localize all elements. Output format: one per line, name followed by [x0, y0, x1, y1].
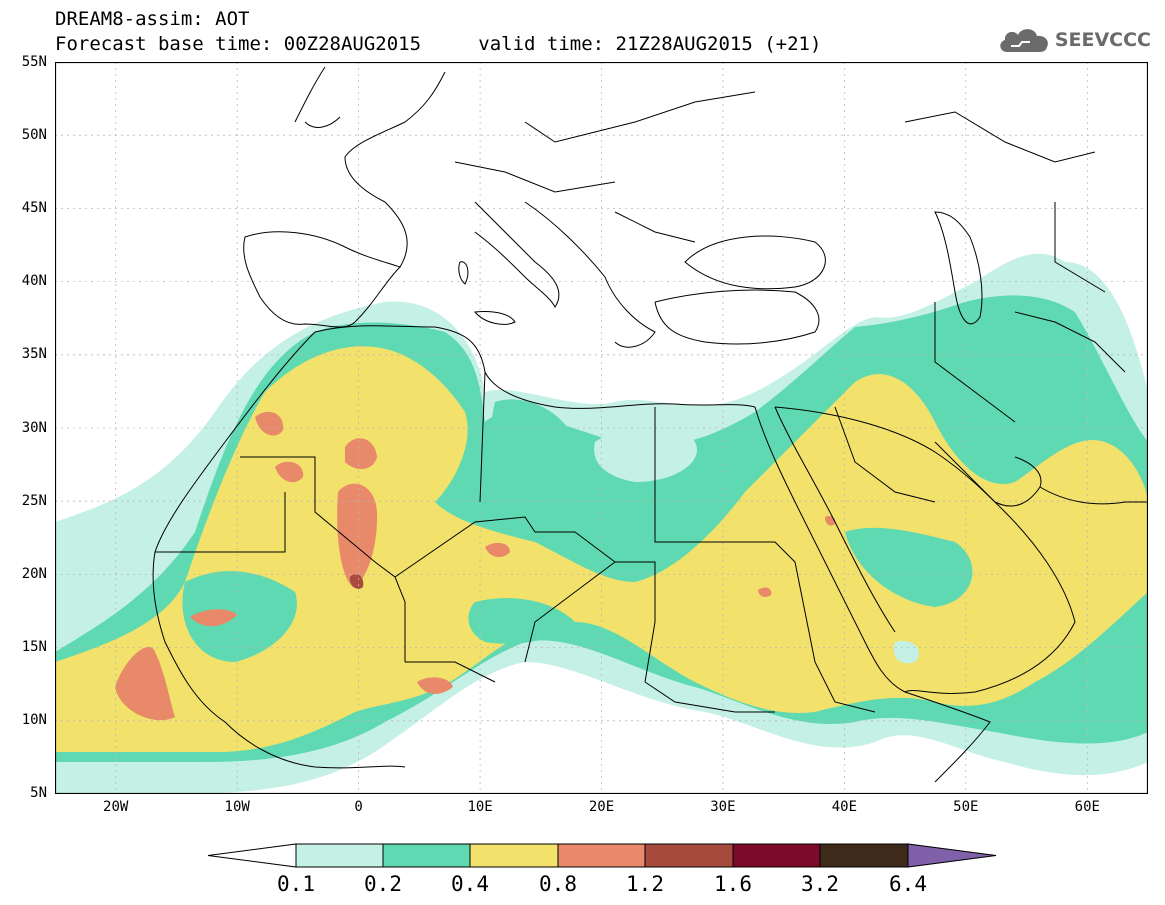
legend-threshold: 0.1: [277, 872, 315, 896]
legend-arrow-low: [207, 843, 297, 868]
lat-label: 25N: [21, 493, 47, 509]
legend-swatch: [295, 843, 384, 868]
legend-swatch: [382, 843, 471, 868]
legend-swatch: [469, 843, 559, 868]
lon-label: 0: [354, 799, 363, 815]
lon-label: 20E: [588, 799, 615, 815]
legend-arrow-high: [907, 843, 997, 868]
lon-label: 60E: [1074, 799, 1100, 815]
lat-label: 45N: [21, 200, 47, 216]
aot-shading: [55, 253, 1148, 794]
forecast-time-line: Forecast base time: 00Z28AUG2015 valid t…: [55, 33, 821, 55]
legend-threshold: 0.2: [364, 872, 402, 896]
lat-label: 30N: [21, 420, 47, 436]
legend-threshold: 1.2: [626, 872, 664, 896]
color-legend: [207, 843, 997, 868]
legend-swatch: [819, 843, 909, 868]
lat-label: 40N: [21, 273, 47, 289]
legend-swatch: [732, 843, 821, 868]
lon-label: 10W: [224, 799, 250, 815]
cloud-icon: [1000, 29, 1048, 52]
legend-threshold: 0.8: [539, 872, 577, 896]
lon-label: 40E: [831, 799, 858, 815]
logo-text: SEEVCCC: [1054, 29, 1151, 51]
aot-map: [55, 62, 1148, 794]
lon-label: 20W: [103, 799, 129, 815]
legend-threshold: 6.4: [889, 872, 927, 896]
legend-threshold: 1.6: [714, 872, 752, 896]
seevccc-logo: SEEVCCC: [997, 26, 1151, 54]
forecast-base-time: Forecast base time: 00Z28AUG2015: [55, 33, 422, 55]
lat-label: 5N: [30, 785, 47, 801]
map-title: DREAM8-assim: AOT: [55, 8, 250, 30]
graticule: [55, 62, 1148, 794]
valid-time: valid time: 21Z28AUG2015 (+21): [478, 33, 822, 55]
lat-label: 50N: [21, 127, 47, 143]
legend-threshold: 3.2: [801, 872, 839, 896]
lat-label: 55N: [21, 54, 47, 70]
lat-label: 20N: [21, 566, 47, 582]
legend-swatch: [557, 843, 646, 868]
lat-label: 15N: [21, 639, 47, 655]
lat-label: 10N: [21, 712, 47, 728]
coastlines-and-borders: [152, 66, 1148, 783]
legend-swatch: [644, 843, 734, 868]
legend-threshold: 0.4: [451, 872, 489, 896]
lat-label: 35N: [21, 346, 47, 362]
lon-label: 30E: [710, 799, 736, 815]
lon-label: 10E: [467, 799, 493, 815]
lon-label: 50E: [953, 799, 979, 815]
